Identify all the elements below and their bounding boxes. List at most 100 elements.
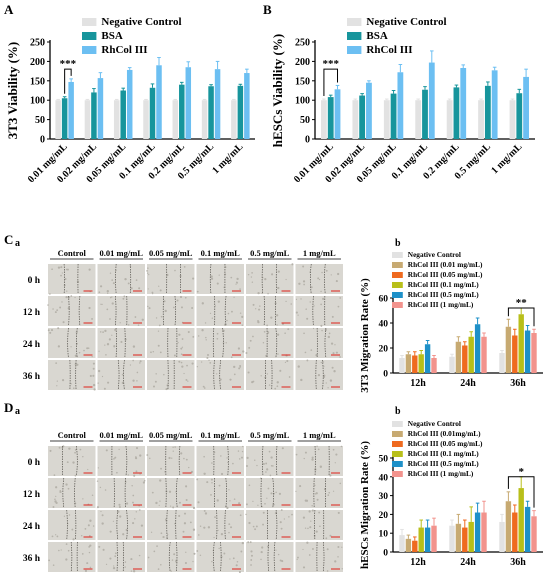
cell-texture <box>216 373 218 375</box>
cell-texture <box>299 485 302 488</box>
wound-edge <box>63 263 66 295</box>
cell-texture <box>265 471 267 473</box>
cell-texture <box>295 311 298 314</box>
cell-texture <box>185 485 188 488</box>
wound-edge <box>322 359 324 391</box>
bar <box>468 521 474 552</box>
cell-texture <box>101 522 104 525</box>
cell-texture <box>249 541 252 544</box>
cell-texture <box>327 387 329 389</box>
cell-texture <box>337 272 340 276</box>
cell-texture <box>65 558 68 561</box>
cell-texture <box>290 303 292 305</box>
cell-texture <box>280 509 283 512</box>
cell-texture <box>168 490 172 493</box>
cell-texture <box>312 327 315 330</box>
cell-texture <box>304 451 307 454</box>
micrograph-image <box>246 478 294 508</box>
y-tick-label: 150 <box>30 76 45 87</box>
legend-swatch <box>392 421 403 427</box>
cell-texture <box>220 472 224 476</box>
cell-texture <box>225 342 227 344</box>
cell-texture <box>339 482 342 485</box>
cell-texture <box>239 514 242 517</box>
y-tick-label: 250 <box>295 38 310 49</box>
cell-texture <box>328 491 331 494</box>
cell-texture <box>297 556 299 559</box>
cell-texture <box>196 478 199 481</box>
cell-texture <box>266 497 268 499</box>
cell-texture <box>329 379 333 382</box>
cell-texture <box>205 339 207 341</box>
micrograph-image <box>48 360 96 390</box>
cell-texture <box>288 516 290 518</box>
legend-swatch <box>392 471 403 477</box>
cell-texture <box>51 268 53 271</box>
cell-texture <box>240 456 244 459</box>
cell-texture <box>74 474 77 477</box>
bar <box>455 341 462 373</box>
cell-texture <box>295 453 298 456</box>
bar <box>383 100 390 139</box>
y-tick-label: 0 <box>383 370 388 380</box>
legend-label: Negative Control <box>366 16 446 28</box>
cell-texture <box>88 546 91 548</box>
cell-texture <box>242 445 244 448</box>
cell-texture <box>64 278 67 280</box>
micrograph-image <box>147 360 195 390</box>
panel-label-d-b: b <box>395 406 401 417</box>
cell-texture <box>270 316 273 319</box>
cell-texture <box>330 274 332 276</box>
cell-texture <box>236 277 239 281</box>
cell-texture <box>183 266 186 268</box>
cell-texture <box>303 332 305 335</box>
cell-texture <box>83 349 85 352</box>
cell-texture <box>270 456 273 459</box>
cell-texture <box>255 525 258 528</box>
cell-texture <box>335 280 338 283</box>
cell-texture <box>50 329 54 332</box>
cell-texture <box>131 484 133 487</box>
cell-texture <box>101 303 103 306</box>
cell-texture <box>318 511 321 514</box>
wound-edge <box>76 445 78 477</box>
cell-texture <box>154 380 157 383</box>
cell-texture <box>310 286 313 289</box>
micrograph-image <box>196 296 244 326</box>
cell-texture <box>191 307 194 310</box>
cell-texture <box>136 380 138 382</box>
cell-texture <box>135 456 137 458</box>
cell-texture <box>266 468 269 471</box>
cell-texture <box>303 283 305 286</box>
cell-texture <box>183 512 187 515</box>
cell-texture <box>148 307 151 310</box>
legend-label: Negative Control <box>408 419 461 428</box>
cell-texture <box>147 288 149 290</box>
cell-texture <box>317 373 321 377</box>
cell-texture <box>264 502 266 505</box>
cell-texture <box>176 299 179 302</box>
cell-texture <box>187 380 189 382</box>
wound-edge <box>261 263 264 295</box>
cell-texture <box>226 506 229 509</box>
cell-texture <box>281 323 285 326</box>
cell-texture <box>82 455 84 458</box>
cell-texture <box>216 499 219 502</box>
bar <box>491 70 498 139</box>
cell-texture <box>156 545 158 548</box>
cell-texture <box>70 346 72 348</box>
bar <box>352 100 359 139</box>
wound-edge <box>115 263 117 295</box>
cell-texture <box>237 450 240 452</box>
cell-texture <box>116 471 118 474</box>
wound-edge <box>225 477 227 509</box>
y-tick-label: 50 <box>300 115 310 126</box>
cell-texture <box>107 292 109 294</box>
cell-texture <box>152 350 155 353</box>
cell-texture <box>87 347 90 349</box>
bar <box>428 62 435 140</box>
legend-label: RhCol III (1 mg/mL) <box>408 300 474 309</box>
micrograph-image <box>196 446 244 476</box>
y-tick-label: 0 <box>40 135 45 146</box>
